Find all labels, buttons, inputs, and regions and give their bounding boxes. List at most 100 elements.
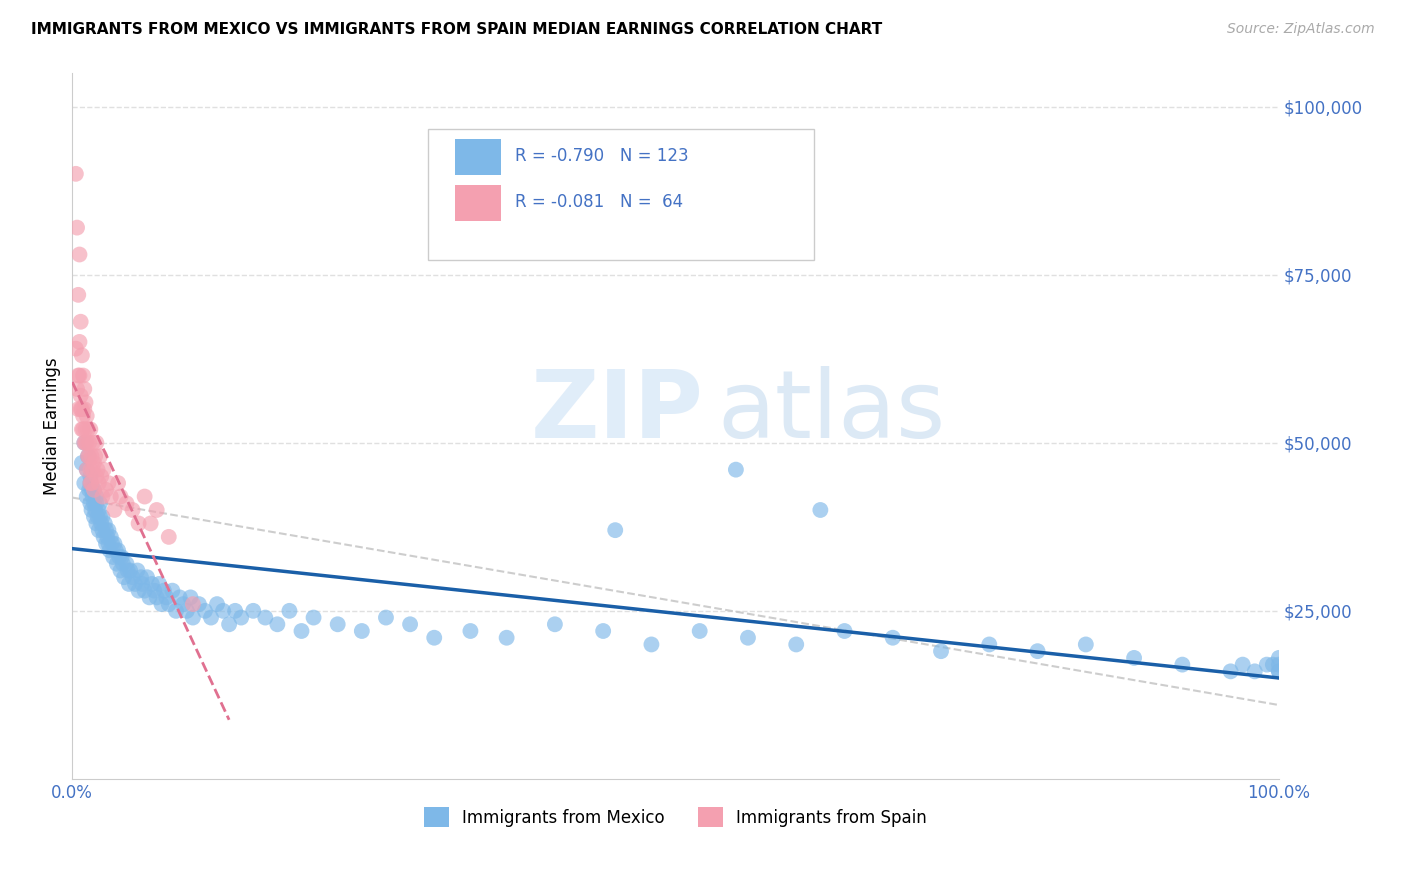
Point <box>79 476 101 491</box>
Point <box>423 631 446 645</box>
Point <box>90 516 112 531</box>
Point <box>495 631 517 645</box>
Point <box>94 523 117 537</box>
Point <box>70 402 93 417</box>
Point <box>266 617 288 632</box>
Point <box>1026 644 1049 658</box>
Point <box>103 536 125 550</box>
Point <box>79 476 101 491</box>
Text: R = -0.790   N = 123: R = -0.790 N = 123 <box>515 147 689 165</box>
Point <box>157 597 180 611</box>
Point <box>194 604 217 618</box>
Point <box>83 496 105 510</box>
Point <box>187 597 209 611</box>
Point <box>121 503 143 517</box>
Point <box>127 564 149 578</box>
Point <box>162 583 184 598</box>
Point <box>89 449 111 463</box>
Point <box>153 583 176 598</box>
Point <box>131 577 153 591</box>
Point <box>87 476 110 491</box>
Point <box>375 610 398 624</box>
Point <box>134 583 156 598</box>
Point <box>117 564 139 578</box>
Point <box>302 610 325 624</box>
Point <box>76 409 98 423</box>
Point <box>98 543 121 558</box>
Point <box>105 557 128 571</box>
FancyBboxPatch shape <box>429 129 814 260</box>
Point <box>212 604 235 618</box>
Point <box>87 523 110 537</box>
Point <box>592 624 614 638</box>
Point <box>111 557 134 571</box>
Point <box>148 577 170 591</box>
Point <box>86 496 108 510</box>
Point <box>785 637 807 651</box>
Point <box>1261 657 1284 672</box>
Point <box>83 456 105 470</box>
Point <box>83 483 105 497</box>
Point <box>67 402 90 417</box>
Point <box>1268 665 1291 679</box>
Point <box>111 549 134 564</box>
Point <box>1232 657 1254 672</box>
Point <box>80 503 103 517</box>
Point <box>75 395 97 409</box>
Point <box>72 368 94 383</box>
Point <box>120 564 142 578</box>
Point <box>103 503 125 517</box>
Point <box>86 509 108 524</box>
Point <box>808 503 831 517</box>
Point <box>86 490 108 504</box>
Text: Source: ZipAtlas.com: Source: ZipAtlas.com <box>1227 22 1375 37</box>
Point <box>326 617 349 632</box>
Point <box>165 604 187 618</box>
Point <box>79 496 101 510</box>
Point <box>136 570 159 584</box>
Point <box>65 342 87 356</box>
Point <box>737 631 759 645</box>
Point <box>231 610 253 624</box>
Point <box>100 530 122 544</box>
Point <box>724 463 747 477</box>
Point <box>97 523 120 537</box>
Point <box>69 247 91 261</box>
Point <box>128 516 150 531</box>
Point <box>69 368 91 383</box>
Point <box>72 422 94 436</box>
Point <box>124 577 146 591</box>
Point <box>134 490 156 504</box>
Point <box>94 516 117 531</box>
Point <box>89 496 111 510</box>
Point <box>82 435 104 450</box>
Text: R = -0.081   N =  64: R = -0.081 N = 64 <box>515 194 683 211</box>
Point <box>101 536 124 550</box>
Point <box>86 516 108 531</box>
Point <box>76 463 98 477</box>
Point <box>103 549 125 564</box>
Point <box>86 435 108 450</box>
Point <box>70 422 93 436</box>
Point <box>169 591 191 605</box>
Point <box>76 463 98 477</box>
Point <box>67 368 90 383</box>
Point <box>108 549 131 564</box>
Point <box>77 483 100 497</box>
Point <box>84 503 107 517</box>
Bar <box>454 185 501 221</box>
Point <box>66 382 89 396</box>
Point <box>77 449 100 463</box>
Point <box>93 463 115 477</box>
Point <box>110 490 132 504</box>
Point <box>90 469 112 483</box>
Point <box>929 644 952 658</box>
Point <box>80 483 103 497</box>
Text: atlas: atlas <box>718 366 946 458</box>
Y-axis label: Median Earnings: Median Earnings <box>44 357 60 495</box>
Text: ZIP: ZIP <box>530 366 703 458</box>
Point <box>882 631 904 645</box>
Point <box>141 577 163 591</box>
Point <box>65 167 87 181</box>
Point <box>75 435 97 450</box>
